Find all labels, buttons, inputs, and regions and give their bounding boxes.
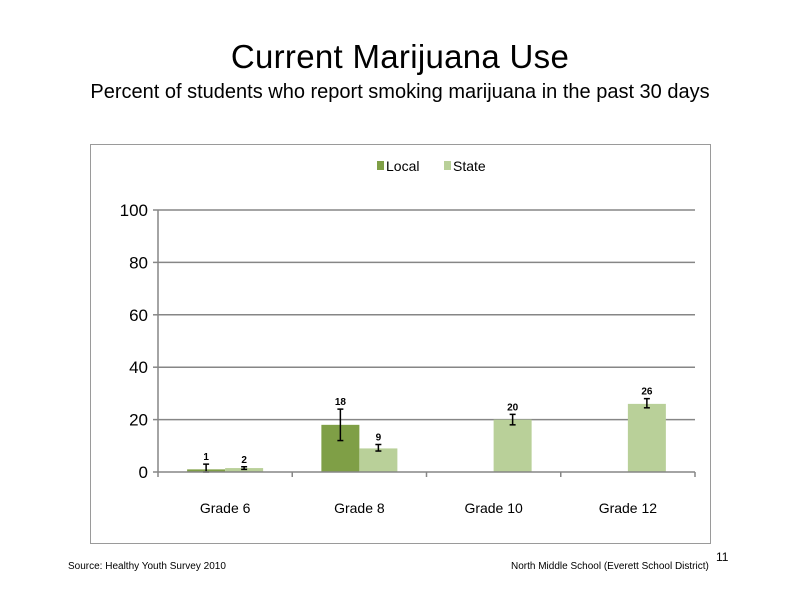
slide-number: 11 [716,550,729,564]
legend-swatch-state [444,161,451,170]
data-label: 1 [203,452,209,463]
labels: 0 20 40 60 80 100 1 2 Grade 6 18 9 Grade 8 20 Grade 1… [120,201,658,516]
data-label: 26 [641,387,653,398]
bars [187,397,666,473]
chart-subtitle: Percent of students who report smoking m… [90,81,710,103]
school-note: North Middle School (Everett School Dist… [511,561,709,572]
legend-swatch-local [377,161,384,170]
y-tick-label: 20 [129,411,148,430]
data-label: 2 [241,455,247,466]
legend: Local State [377,158,486,174]
x-tick-label: Grade 6 [200,500,251,516]
x-tick-label: Grade 8 [334,500,385,516]
axes [153,209,696,477]
data-label: 18 [335,397,347,408]
x-tick-label: Grade 12 [599,500,658,516]
bar-state-grade-8 [359,448,398,472]
data-label: 9 [376,432,382,443]
chart-title: Current Marijuana Use [230,38,570,75]
y-tick-label: 80 [129,253,148,272]
bar-state-grade-10 [493,419,532,472]
y-tick-label: 40 [129,358,148,377]
y-tick-label: 100 [120,201,148,220]
source-note: Source: Healthy Youth Survey 2010 [68,561,226,572]
gridlines [158,209,695,421]
legend-label-local: Local [386,158,419,174]
bar-state-grade-12 [627,403,666,472]
y-tick-label: 60 [129,306,148,325]
y-tick-label: 0 [139,463,148,482]
x-tick-label: Grade 10 [464,500,523,516]
data-label: 20 [507,402,519,413]
legend-label-state: State [453,158,486,174]
